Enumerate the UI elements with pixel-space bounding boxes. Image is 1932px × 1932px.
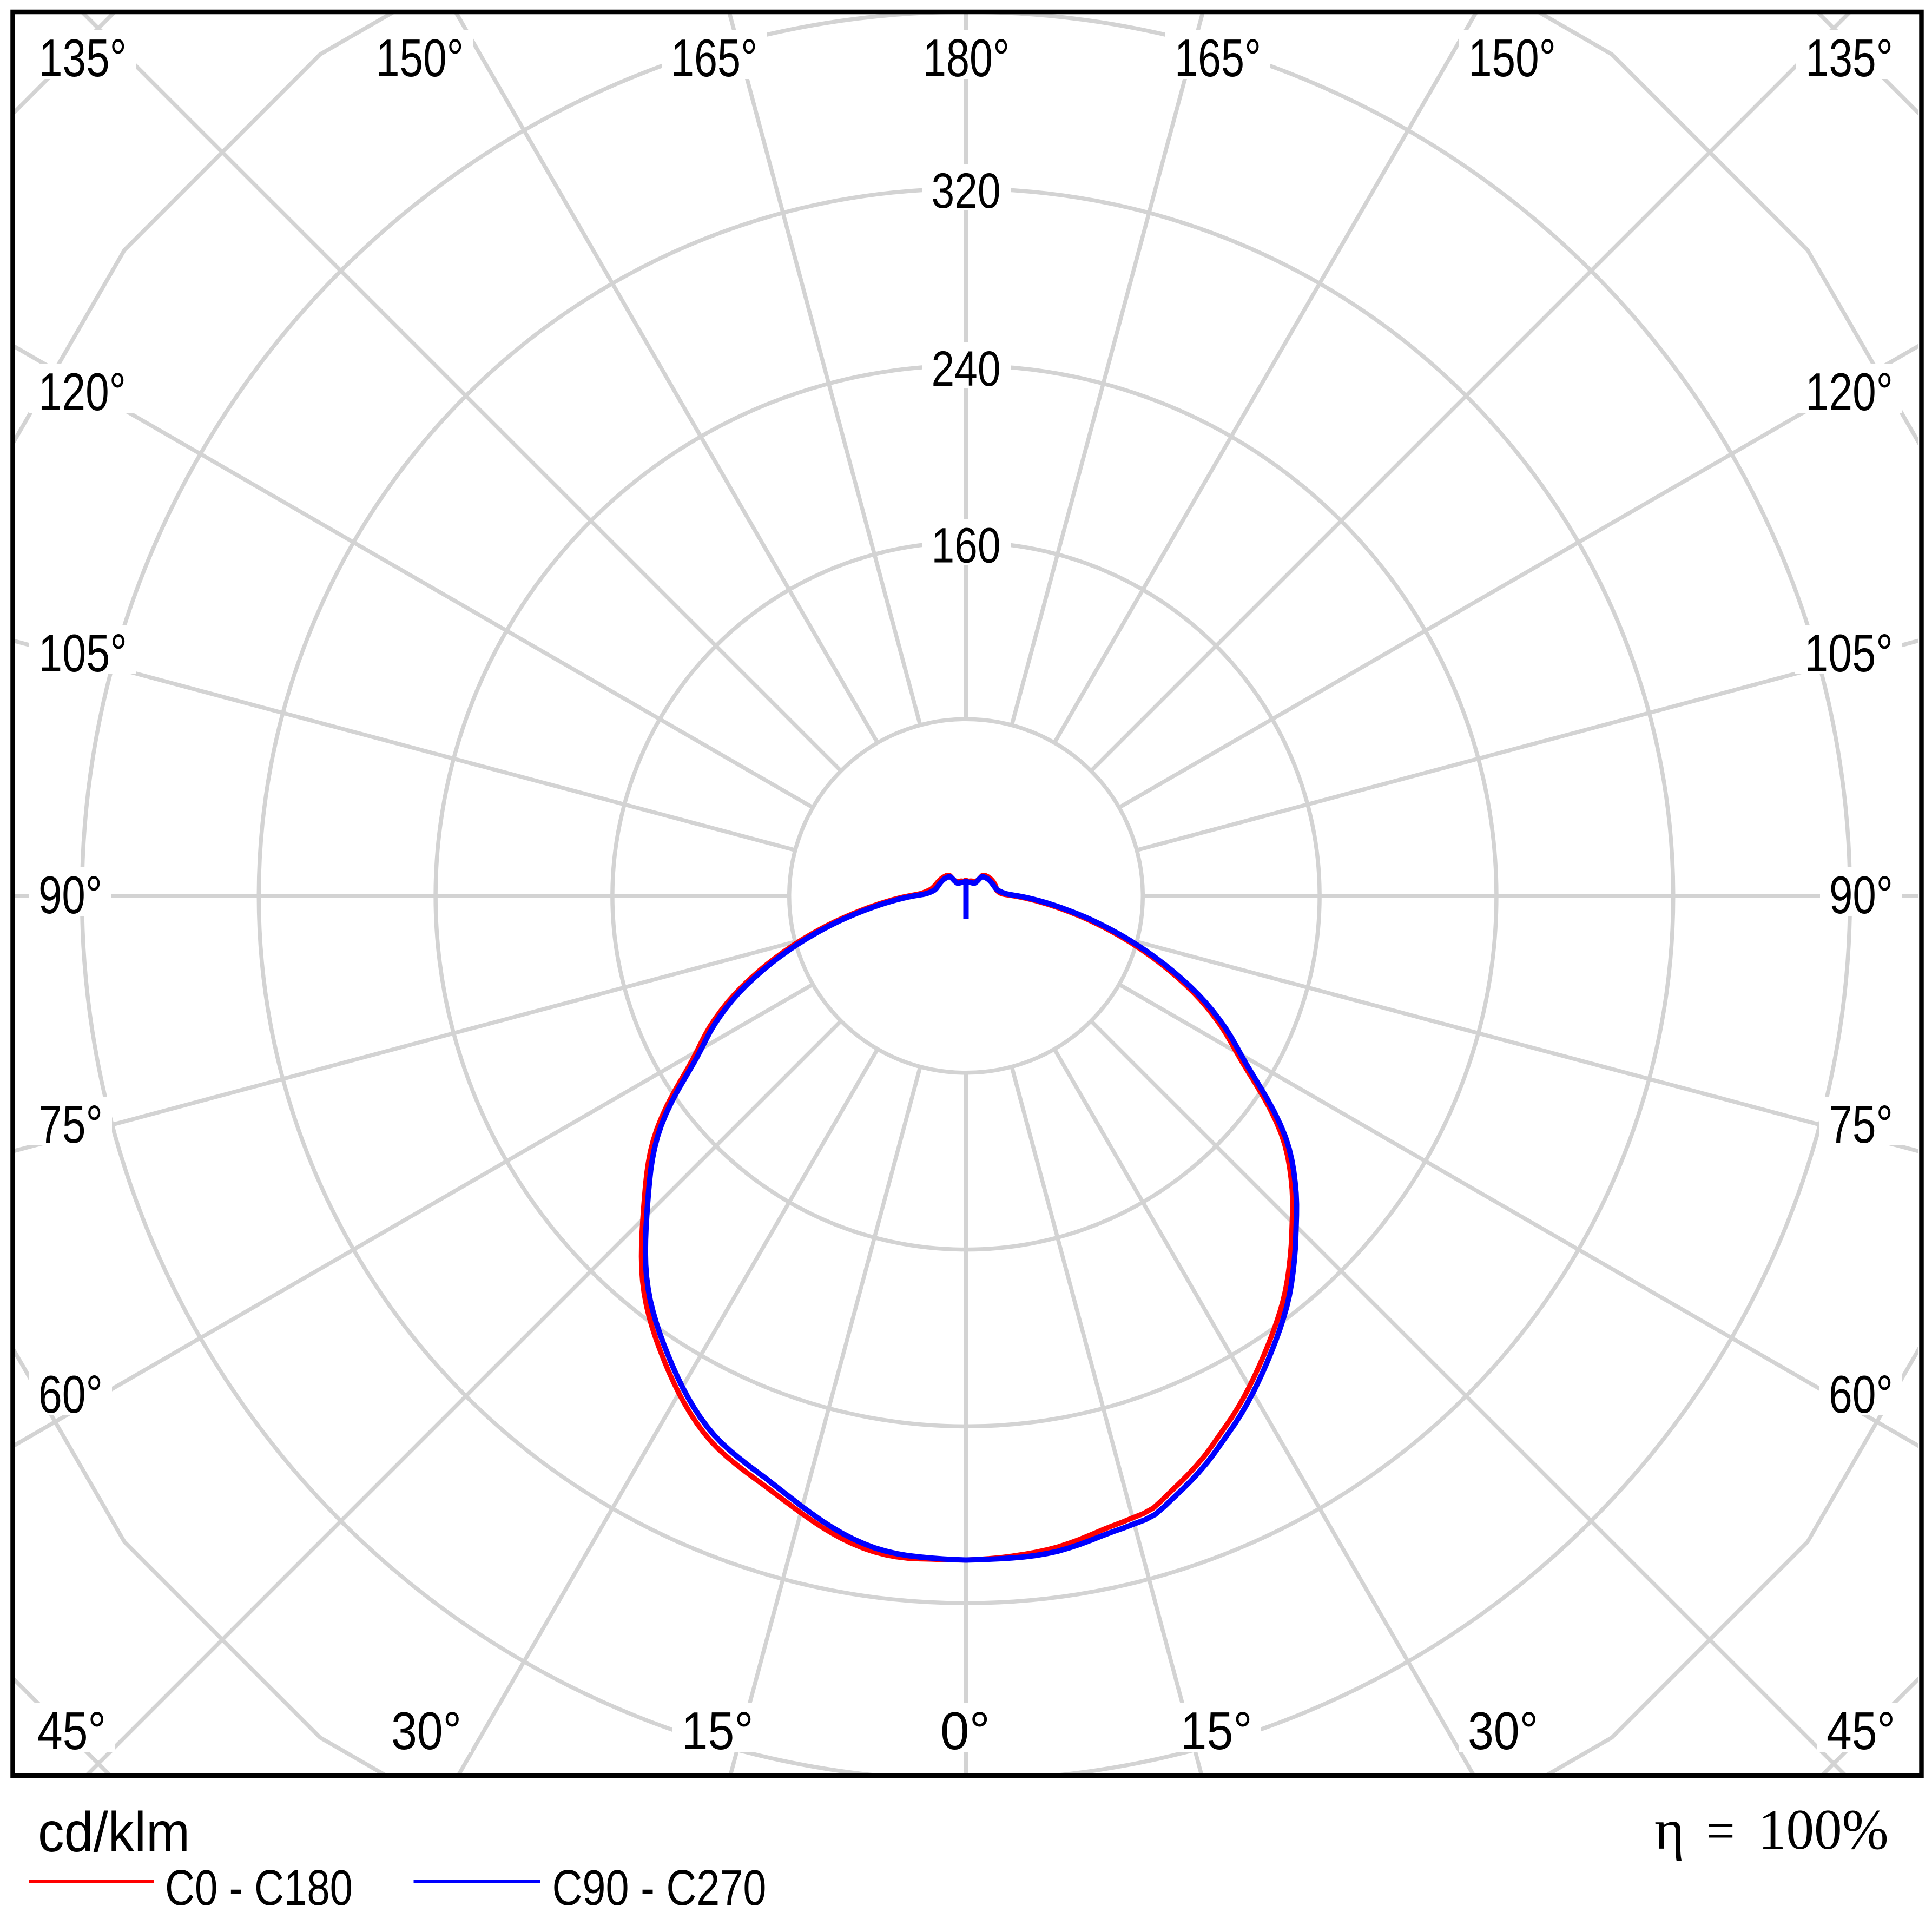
svg-text:75°: 75° (38, 1094, 103, 1154)
svg-text:165°: 165° (1175, 28, 1261, 88)
svg-text:15°: 15° (1181, 1701, 1252, 1760)
svg-text:100%: 100% (1758, 1798, 1889, 1861)
svg-text:135°: 135° (39, 28, 127, 88)
svg-text:180°: 180° (923, 28, 1010, 88)
svg-text:η: η (1654, 1798, 1684, 1861)
svg-text:cd/klm: cd/klm (38, 1801, 190, 1864)
svg-text:60°: 60° (1829, 1364, 1893, 1424)
svg-text:150°: 150° (1468, 28, 1556, 88)
svg-text:120°: 120° (38, 362, 126, 421)
svg-text:30°: 30° (1468, 1701, 1538, 1760)
svg-text:15°: 15° (682, 1701, 754, 1760)
svg-text:240: 240 (932, 341, 1001, 397)
svg-text:C90 - C270: C90 - C270 (552, 1860, 767, 1916)
svg-text:90°: 90° (1829, 865, 1893, 925)
svg-text:C0 - C180: C0 - C180 (165, 1860, 353, 1916)
svg-text:30°: 30° (391, 1701, 461, 1760)
svg-text:0°: 0° (940, 1701, 990, 1760)
svg-text:160: 160 (932, 518, 1001, 573)
svg-text:=: = (1706, 1801, 1735, 1861)
svg-text:120°: 120° (1805, 362, 1893, 421)
svg-text:320: 320 (932, 163, 1001, 219)
svg-text:150°: 150° (376, 28, 464, 88)
svg-text:90°: 90° (38, 865, 102, 925)
svg-text:75°: 75° (1829, 1094, 1893, 1154)
svg-text:45°: 45° (1827, 1701, 1895, 1760)
svg-text:165°: 165° (671, 28, 757, 88)
svg-text:45°: 45° (37, 1701, 106, 1760)
svg-text:105°: 105° (38, 623, 127, 683)
svg-text:135°: 135° (1805, 28, 1893, 88)
svg-text:60°: 60° (38, 1364, 103, 1424)
svg-text:105°: 105° (1804, 623, 1893, 683)
